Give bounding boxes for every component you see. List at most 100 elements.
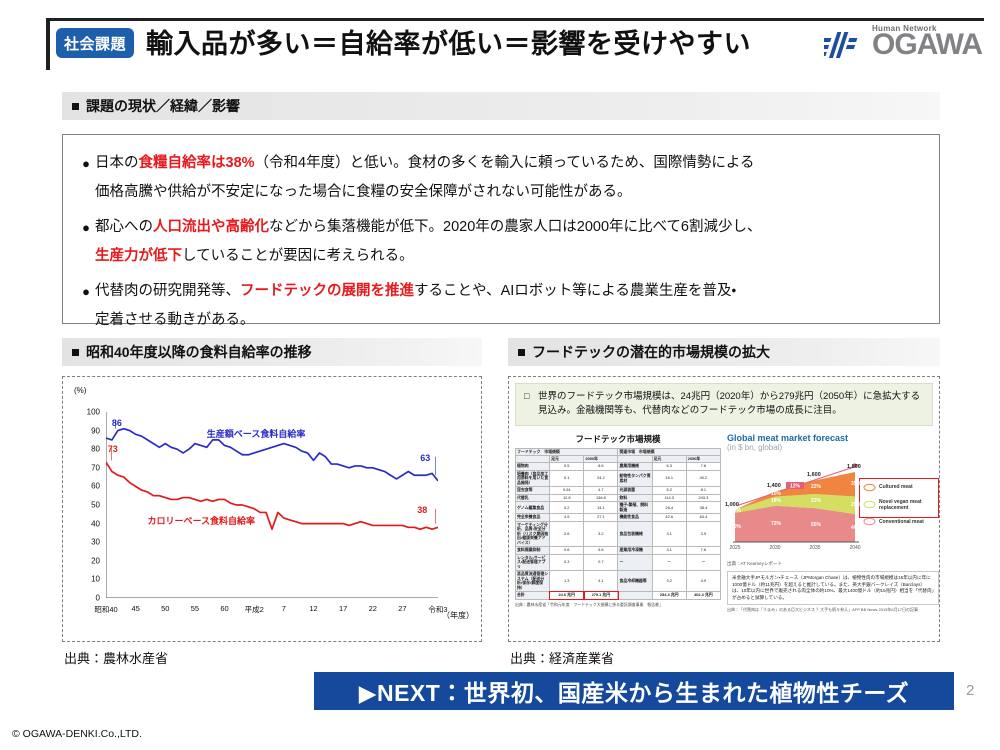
source-right: 出典：経済産業省 xyxy=(510,651,615,666)
category-badge: 社会課題 xyxy=(56,28,134,58)
vegan-meat-icon xyxy=(863,500,876,511)
area-total-label: 1,800 xyxy=(847,463,861,470)
x-axis-tick-label: 22 xyxy=(368,604,377,613)
section-header-overview: 課題の現状／経緯／影響 xyxy=(62,92,940,120)
table-cell: 38.4 xyxy=(685,501,722,515)
table-cell: 14.1 xyxy=(583,501,619,515)
table-cell: 5.2 xyxy=(651,486,687,495)
table-cell: 昆虫食等 xyxy=(514,486,551,495)
legend-item: Conventional meat xyxy=(861,514,939,531)
area-x-tick-label: 2040 xyxy=(849,544,861,551)
table-row: マーケティング分析、品質・安全分析（リスク要因抽出・健康栄養アドバイス） 2.6 3… xyxy=(514,520,722,548)
table-cell: 254.3 兆円 xyxy=(651,591,687,600)
logo-wordmark: OGAWA xyxy=(871,28,983,61)
table-cell: 光源装置 xyxy=(617,486,653,495)
next-banner-label: ▶NEXT：世界初、国産米から生まれた植物性チーズ xyxy=(358,680,910,706)
x-axis-tick-label: 45 xyxy=(131,604,140,613)
series-label-calorie: カロリーベース食料自給率 xyxy=(147,516,256,527)
table-cell: 培養肉（食品加工用原料を用いた食品開発） xyxy=(514,469,551,488)
global-meat-area-plot: 12% Cultured meat Novel vegan meat repla… xyxy=(725,454,939,560)
area-percent-label: 18% xyxy=(771,498,782,505)
table-cell: 4.7 xyxy=(583,486,619,495)
datapoint-label-blue-end: 63 xyxy=(420,452,431,463)
table-row: フードテック 市場規模 関連市場 市場規模 xyxy=(514,447,721,457)
table-cell: 食品包装機械 xyxy=(617,520,653,548)
legend-item: Cultured meat xyxy=(861,480,939,497)
table-cell: 0.7 xyxy=(583,553,619,572)
x-axis-tick-label: 60 xyxy=(220,604,229,613)
y-axis-tick-label: 40 xyxy=(91,519,100,529)
x-axis-tick-label: 17 xyxy=(338,604,348,613)
self-sufficiency-chart: (%) 0 10 20 30 40 50 60 70 80 90 100 昭和40 45 50 55 60 平… xyxy=(72,386,474,632)
area-total-label: 1,000 xyxy=(725,501,739,508)
area-percent-label: 35% xyxy=(851,481,862,488)
table-cell: 402.3 兆円 xyxy=(685,591,722,600)
bullet-item: ● 代替肉の研究開発等、フードテックの展開を推進することや、AIロボット等による農… xyxy=(77,277,921,335)
bullet-dot-icon: ● xyxy=(82,284,90,299)
x-axis-tick-label: 12 xyxy=(309,604,318,613)
foodtech-callout: □ 世界のフードテック市場規模は、24兆円（2020年）から279兆円（2050… xyxy=(515,383,933,426)
conventional-meat-icon xyxy=(863,517,876,528)
table-cell: 飲料 xyxy=(617,493,653,503)
x-axis-unit: （年度） xyxy=(442,611,474,620)
logo-tagline: Human Network xyxy=(871,24,937,33)
area-x-tick-label: 2030 xyxy=(769,544,781,551)
y-axis-tick-label: 100 xyxy=(86,407,100,417)
table-header-cell: フードテック 市場規模 xyxy=(514,447,619,457)
section-header-left-chart-label: 昭和40年度以降の食料自給率の推移 xyxy=(86,344,312,360)
table-cell: 動物性タンパク質素材 xyxy=(617,469,653,488)
section-header-right-chart: フードテックの潜在的市場規模の拡大 xyxy=(508,338,940,366)
table-cell: 種子・繁殖、飼料製造 xyxy=(617,501,653,515)
table-cell: 0.5 xyxy=(549,462,585,471)
legend-label: Conventional meat xyxy=(879,518,924,525)
table-cell: 42.6 xyxy=(651,513,687,522)
table-cell: 3.2 xyxy=(583,520,619,548)
datapoint-label-red-end: 38 xyxy=(417,505,428,515)
area-percent-label: 40% xyxy=(851,524,862,531)
table-cell: 138.6 xyxy=(583,493,619,503)
foodtech-market-table: フードテック 市場規模 関連市場 市場規模 足元 2050年 足元 2050年 植物肉 0.5… xyxy=(514,447,722,601)
copyright-notice: © OGAWA-DENKI.Co.,LTD. xyxy=(12,728,142,740)
bullet-square-icon xyxy=(72,348,79,356)
table-header-cell: 足元 xyxy=(651,454,687,464)
foodtech-market-panel: □ 世界のフードテック市場規模は、24兆円（2020年）から279兆円（2050… xyxy=(508,376,940,642)
table-row: 食料廃棄抑制 0.6 5.8 産業用冷凍機 3.1 7.6 xyxy=(514,546,722,555)
y-axis-tick-label: 10 xyxy=(91,574,100,584)
table-row: 昆虫食等 0.04 4.7 光源装置 5.2 8.1 xyxy=(514,486,722,495)
area-x-tick-label: 2025 xyxy=(729,544,741,551)
table-cell: 植物肉 xyxy=(514,462,551,471)
table-cell: 7.6 xyxy=(685,462,722,471)
table-row: ゲノム編集食品 0.2 14.1 種子・繁殖、飼料製造 26.4 38.4 xyxy=(514,501,722,515)
x-axis-tick-label: 昭和40 xyxy=(94,605,118,614)
table-cell: 機能性食品 xyxy=(617,513,653,522)
area-percent-label: 90% xyxy=(731,524,742,531)
area-percent-label: 22% xyxy=(811,484,822,491)
bullet-text: 都心への人口流出や高齢化などから集落機能が低下。2020年の農家人口は2000年… xyxy=(95,219,762,264)
table-cell: 243.3 xyxy=(685,493,722,503)
series-label-production-value: 生産額ベース食料自給率 xyxy=(206,428,306,439)
global-meat-area-svg: 12% xyxy=(733,462,859,543)
area-percent-label: 10% xyxy=(731,508,742,515)
table-cell: マーケティング分析、品質・安全分析（リスク要因抽出・健康栄養アドバイス） xyxy=(514,520,551,548)
table-cell: 114.3 xyxy=(651,493,687,503)
table-cell: 3.2 xyxy=(651,570,687,593)
table-cell: 0.2 xyxy=(549,501,585,515)
x-axis-tick-label: 7 xyxy=(281,604,286,613)
table-cell: 27.1 xyxy=(583,513,619,522)
table-cell: 代替乳 xyxy=(514,493,551,503)
global-meat-legend: Cultured meat Novel vegan meat replaceme… xyxy=(861,480,939,532)
area-percent-label: 25% xyxy=(851,502,862,509)
x-axis-tick-label: 50 xyxy=(161,604,170,613)
callout-text: 世界のフードテック市場規模は、24兆円（2020年）から279兆円（2050年）… xyxy=(538,391,921,417)
next-banner[interactable]: ▶NEXT：世界初、国産米から生まれた植物性チーズ xyxy=(314,672,954,710)
table-cell: 5.8 xyxy=(583,546,619,555)
x-axis-tick-label: 令和3 xyxy=(428,605,448,614)
area-percent-label: 55% xyxy=(811,521,822,528)
header-accent-bar xyxy=(46,18,50,70)
section-header-left-chart: 昭和40年度以降の食料自給率の推移 xyxy=(62,338,482,366)
table-cell: 3.1 xyxy=(651,546,687,555)
table-row: 植物肉 0.5 8.6 農業用機械 6.3 7.6 xyxy=(514,462,722,471)
section-header-right-chart-label: フードテックの潜在的市場規模の拡大 xyxy=(532,344,770,360)
table-cell: ー xyxy=(617,553,653,572)
table-cell: 8.1 xyxy=(685,486,722,495)
